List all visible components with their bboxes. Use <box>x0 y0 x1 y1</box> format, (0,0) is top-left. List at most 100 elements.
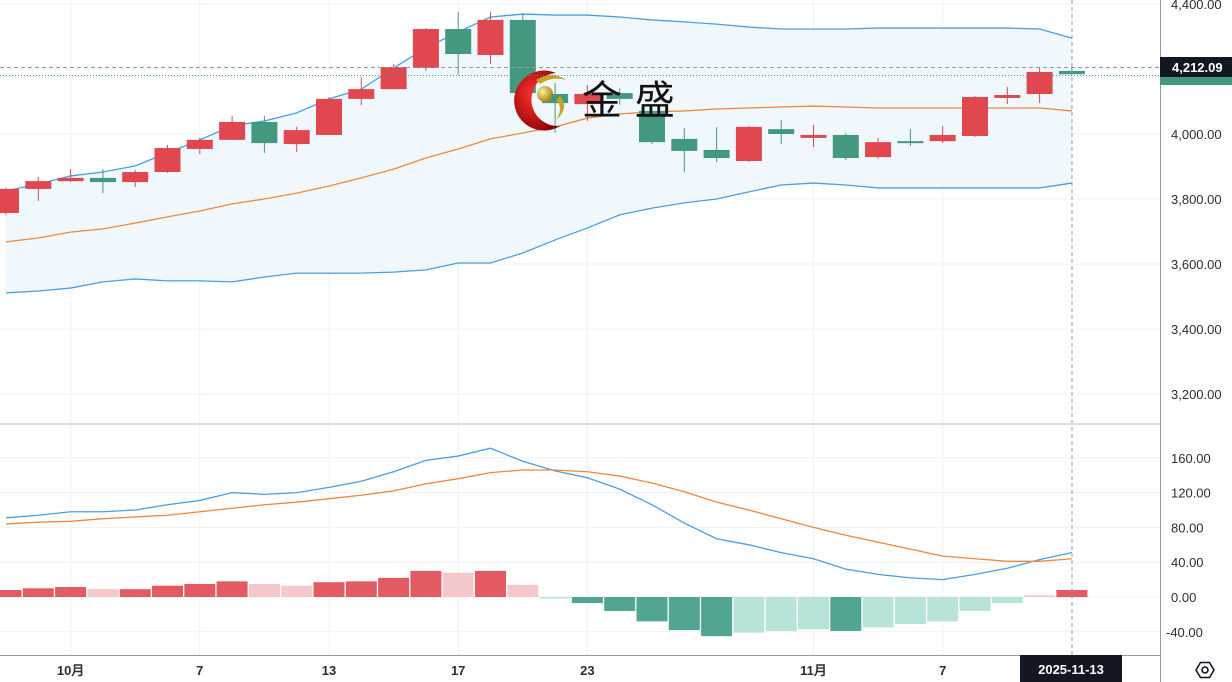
macd-histogram-bar <box>248 583 280 597</box>
price-tick-label: 3,600.00 <box>1171 257 1222 272</box>
candle-body <box>962 96 988 136</box>
logo-watermark: 金 盛 <box>514 70 675 131</box>
candle-2025-11-12 <box>1026 67 1053 104</box>
bollinger-upper-line <box>5 13 1073 192</box>
macd-histogram-bar <box>281 585 313 597</box>
candle-body <box>800 134 827 138</box>
macd-histogram-bar <box>55 586 87 597</box>
time-tick-label: 11月 <box>800 663 827 678</box>
macd-histogram-bar <box>959 597 991 611</box>
candle-2025-10-15 <box>380 64 407 90</box>
candle-2025-10-01 <box>57 169 84 183</box>
candle-body <box>1026 71 1053 95</box>
candle-2025-10-10 <box>283 126 310 152</box>
candle-2025-10-07 <box>186 137 213 155</box>
macd-histogram-bar <box>184 583 216 597</box>
candle-body <box>477 19 504 56</box>
candle-2025-10-13 <box>316 96 342 135</box>
settings-hexagon-icon[interactable] <box>1195 661 1215 679</box>
logo-emblem-icon <box>514 70 566 131</box>
price-axis-tags: 4,212.09 2025-11-13 <box>1020 57 1232 682</box>
bollinger-fill <box>6 14 1072 293</box>
crosshair <box>0 0 1160 655</box>
macd-histogram-bar <box>442 572 474 597</box>
time-tick-label: 23 <box>580 663 594 678</box>
candle-body <box>671 138 698 151</box>
time-axis-bg <box>0 655 1160 682</box>
price-axis-bg <box>1160 0 1232 682</box>
macd-histogram-bar <box>378 577 410 597</box>
macd-tick-label: 40.00 <box>1171 555 1204 570</box>
macd-histogram-bar <box>22 588 54 597</box>
candle-body <box>735 126 762 161</box>
price-tick-label: 4,400.00 <box>1171 0 1222 12</box>
candle-2025-10-24 <box>606 88 633 105</box>
candle-body <box>994 95 1021 98</box>
candle-body <box>89 177 116 183</box>
macd-histogram-bar <box>345 581 377 597</box>
candle-2025-10-22 <box>542 82 569 134</box>
candle-2025-10-16 <box>412 28 439 71</box>
candle-body <box>574 94 601 105</box>
candle-2025-10-08 <box>219 116 246 140</box>
candle-body <box>251 121 278 144</box>
candle-2025-11-07 <box>929 125 956 144</box>
macd-tick-label: 120.00 <box>1171 486 1211 501</box>
candle-2025-11-10 <box>962 95 988 137</box>
macd-histogram-bar <box>604 597 636 611</box>
macd-tick-label: -40.00 <box>1166 625 1203 640</box>
candle-body <box>25 181 52 189</box>
candle-2025-10-28 <box>671 128 698 173</box>
candle-body <box>542 94 569 104</box>
candle-2025-10-23 <box>574 84 601 121</box>
candle-body <box>865 142 892 158</box>
macd-dea-line <box>5 469 1072 562</box>
macd-histogram-bar <box>701 597 733 637</box>
macd-histogram-bar <box>0 590 22 597</box>
candle-2025-09-30 <box>25 176 52 201</box>
time-tick-label: 17 <box>451 663 465 678</box>
macd-histogram-bar <box>733 597 765 633</box>
macd-histogram-bar <box>894 597 926 624</box>
crosshair-price-tag <box>1160 57 1232 77</box>
candle-2025-10-29 <box>703 127 730 162</box>
time-tick-label: 7 <box>939 663 946 678</box>
macd-histogram-bar <box>765 597 797 631</box>
last-price-tag <box>1160 76 1232 85</box>
macd-histogram-bar <box>571 597 603 604</box>
candle-body <box>57 177 84 182</box>
candle-body <box>703 149 730 159</box>
candle-2025-09-29 <box>0 187 19 216</box>
candle-2025-10-02 <box>89 169 116 194</box>
candle-body <box>122 172 149 183</box>
candle-body <box>445 29 472 55</box>
price-tick-label: 3,400.00 <box>1171 322 1222 337</box>
candle-2025-10-09 <box>251 116 278 153</box>
crosshair-date-label: 2025-11-13 <box>1038 662 1104 677</box>
candle-2025-11-11 <box>994 86 1021 105</box>
macd-histogram-bar <box>410 570 442 597</box>
candle-body <box>768 129 795 134</box>
candle-2025-10-14 <box>348 77 375 106</box>
candle-body <box>380 67 407 90</box>
macd-tick-label: 0.00 <box>1171 590 1196 605</box>
candle-body <box>0 188 19 213</box>
candle-body <box>832 134 859 159</box>
macd-histogram-bar <box>87 589 119 597</box>
candle-2025-10-31 <box>768 120 795 145</box>
macd-histogram-bar <box>668 597 700 631</box>
time-tick-label: 13 <box>322 663 336 678</box>
macd-histogram-bar <box>539 597 571 599</box>
candle-2025-11-06 <box>897 129 924 147</box>
macd-dif-line <box>5 447 1073 581</box>
candle-body <box>283 130 310 145</box>
candle-2025-10-03 <box>122 170 149 187</box>
macd-histogram-bar <box>798 597 829 630</box>
macd-tick-label: 80.00 <box>1171 520 1204 535</box>
logo-text: 金 盛 <box>582 78 675 124</box>
candle-2025-10-06 <box>154 145 181 173</box>
macd-histogram-bar <box>152 585 183 597</box>
crosshair-price-label: 4,212.09 <box>1172 60 1223 75</box>
